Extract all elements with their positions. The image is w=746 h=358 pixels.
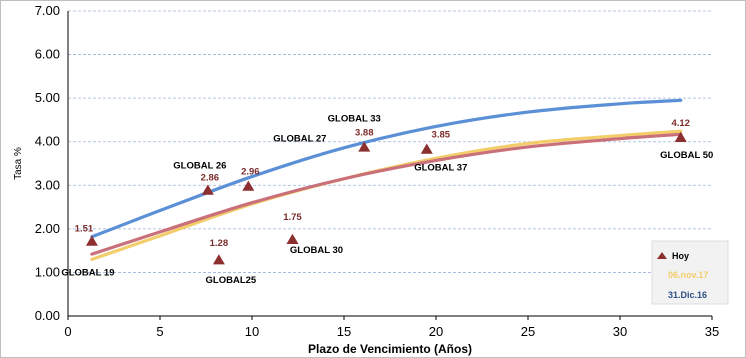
legend: Hoy 06.nov.17 31.Dic.16 [651,240,729,305]
bond-label: GLOBAL25 [206,275,257,286]
y-axis-title: Tasa % [13,147,24,180]
y-tick-label: 0.00 [35,308,60,323]
curve-label: GLOBAL 27 [273,134,326,145]
y-tick-label: 2.00 [35,221,60,236]
value-label: 3.85 [432,130,451,141]
legend-label-hoy: Hoy [672,251,689,261]
x-tick-label: 35 [705,324,719,339]
axes: 0.00 1.00 2.00 3.00 4.00 5.00 6.00 7.00 0 5 10 15 20… [35,3,720,339]
curves: GLOBAL 27 [90,98,683,261]
x-tick-label: 30 [613,324,627,339]
x-tick-label: 10 [245,324,259,339]
value-label: 1.75 [283,212,302,223]
bond-label: GLOBAL 19 [61,267,114,278]
value-label: 1.51 [75,223,94,234]
bond-label: GLOBAL 50 [660,150,713,161]
x-axis-title: Plazo de Vencimiento (Años) [308,342,472,356]
y-tick-label: 7.00 [35,3,60,18]
y-tick-label: 1.00 [35,264,60,279]
bond-label: GLOBAL 33 [328,113,381,124]
x-tick-label: 15 [337,324,351,339]
value-label: 2.96 [241,167,260,178]
point-marker [212,254,225,265]
point-marker [85,235,98,246]
bond-label: GLOBAL 30 [290,245,343,256]
point-marker [674,131,687,142]
bond-label: GLOBAL 37 [414,163,467,174]
point-marker [420,143,433,154]
bond-label: GLOBAL 26 [173,161,226,172]
point-marker [201,184,214,195]
legend-label-dic16: 31.Dic.16 [668,290,707,300]
x-tick-label: 0 [64,324,71,339]
value-label: 2.86 [201,173,220,184]
point-marker [358,141,371,152]
value-label: 4.12 [671,118,690,129]
curve-series-0 [90,98,683,239]
y-tick-label: 4.00 [35,134,60,149]
legend-label-nov17: 06.nov.17 [668,270,708,280]
curve-series-2 [90,132,683,256]
point-marker [286,233,299,244]
y-tick-label: 3.00 [35,177,60,192]
y-tick-label: 5.00 [35,90,60,105]
point-marker [242,180,255,191]
x-tick-label: 20 [429,324,443,339]
x-tick-label: 25 [521,324,535,339]
y-tick-label: 6.00 [35,47,60,62]
legend-marker-hoy [657,252,667,259]
value-label: 1.28 [210,238,229,249]
value-label: 3.88 [355,127,374,138]
x-tick-label: 5 [156,324,163,339]
legend-box [651,240,729,305]
